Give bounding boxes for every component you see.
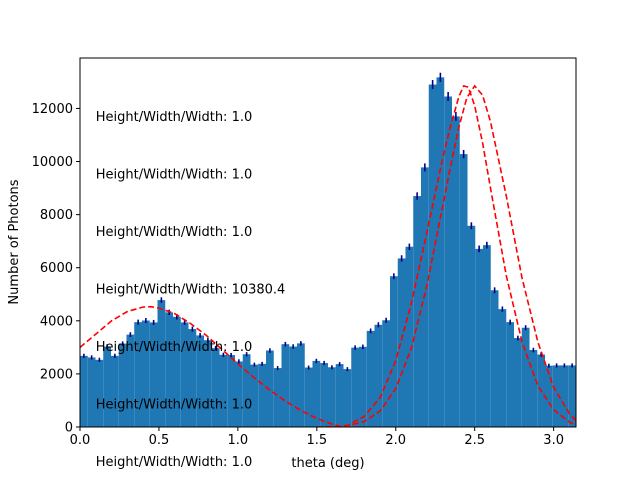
- histogram-bar: [219, 354, 228, 427]
- y-axis-label: Number of Photons: [7, 179, 22, 304]
- histogram-bar: [498, 309, 507, 427]
- histogram-bar: [196, 335, 204, 427]
- histogram-bar: [374, 324, 383, 427]
- annotation-text: Height/Width/Width: 1.0: [96, 225, 252, 240]
- x-tick-label: 2.0: [385, 433, 406, 448]
- fit-curves: [80, 84, 576, 427]
- histogram-bar: [87, 357, 96, 427]
- annotation-text: Height/Width/Width: 1.0: [96, 398, 252, 413]
- histogram-bar: [312, 360, 321, 427]
- x-axis-label: theta (deg): [291, 456, 364, 471]
- histogram-bar: [351, 347, 360, 427]
- y-tick-label: 10000: [32, 155, 73, 170]
- histogram-bar: [335, 364, 344, 427]
- annotation-text: Height/Width/Width: 1.0: [96, 168, 252, 183]
- histogram-bar: [459, 154, 468, 427]
- histogram-bar: [413, 196, 422, 427]
- histogram-bar: [258, 363, 266, 427]
- histogram-bar: [165, 312, 174, 427]
- histogram-bar: [444, 96, 452, 428]
- histogram-bar: [506, 322, 514, 427]
- histogram-bar: [281, 344, 290, 427]
- histogram-bar: [103, 346, 112, 427]
- histogram-bar: [343, 369, 352, 427]
- histogram-bar: [110, 355, 119, 427]
- histogram-bar: [95, 359, 104, 427]
- x-tick-label: 0.5: [149, 433, 170, 448]
- histogram-bar: [467, 225, 476, 427]
- histogram-bar: [521, 327, 530, 427]
- histogram-bar: [328, 367, 336, 427]
- histogram-bar: [250, 364, 259, 427]
- annotation-text: Height/Width/Width: 10380.4: [96, 282, 286, 297]
- histogram-bar: [475, 248, 484, 427]
- histogram-bar: [358, 346, 367, 427]
- annotation-text: Height/Width/Width: 1.0: [96, 110, 252, 125]
- y-tick-label: 2000: [40, 367, 73, 382]
- annotation-text: Height/Width/Width: 1.0: [96, 455, 252, 470]
- y-tick-label: 6000: [40, 261, 73, 276]
- y-tick-label: 8000: [40, 208, 73, 223]
- y-tick-label: 4000: [40, 314, 73, 329]
- plot-frame: [79, 57, 577, 428]
- histogram-bar: [157, 300, 166, 427]
- histogram-bar: [428, 84, 437, 428]
- y-axis-ticks: 0 2000 4000 6000 8000 10000 12000: [32, 102, 80, 436]
- histogram-bar: [242, 354, 251, 427]
- histogram-bar: [289, 346, 298, 427]
- histogram-bar: [204, 340, 212, 427]
- histogram-bar: [180, 322, 189, 427]
- histogram-bar: [490, 290, 499, 427]
- annotations: Height/Width/Width: 1.0 Height/Width/Widt…: [96, 110, 286, 470]
- histogram-bar: [482, 245, 491, 427]
- histogram-bar: [134, 322, 142, 427]
- histogram-bar: [560, 365, 569, 427]
- histogram-bar: [452, 116, 460, 427]
- x-tick-label: 1.5: [306, 433, 327, 448]
- x-tick-label: 3.0: [543, 433, 564, 448]
- histogram-bar: [211, 348, 220, 427]
- histogram-bar: [304, 367, 313, 427]
- fit-curve: [316, 84, 576, 427]
- annotation-text: Height/Width/Width: 1.0: [96, 340, 252, 355]
- histogram-bar: [227, 355, 236, 427]
- histogram-bar: [390, 276, 398, 427]
- x-tick-label: 0.0: [70, 433, 91, 448]
- histogram-bar: [568, 365, 576, 427]
- x-tick-label: 1.0: [228, 433, 249, 448]
- histogram-bar: [142, 320, 150, 427]
- histogram-bar: [529, 350, 538, 427]
- histogram-bar: [266, 350, 274, 427]
- histogram-bar: [118, 343, 127, 427]
- histogram-bar: [552, 365, 561, 427]
- x-tick-label: 2.5: [464, 433, 485, 448]
- histogram-bar: [436, 77, 445, 427]
- histogram-bar: [234, 361, 243, 427]
- y-tick-label: 12000: [32, 102, 73, 117]
- histogram-bar: [126, 334, 135, 427]
- histogram-bar: [149, 322, 158, 427]
- histogram-bar: [366, 330, 375, 427]
- histogram-bar: [172, 316, 181, 427]
- x-axis-ticks: 0.0 0.5 1.0 1.5 2.0 2.5 3.0: [70, 427, 564, 448]
- histogram-bar: [514, 338, 522, 427]
- histogram-bar: [420, 167, 429, 427]
- histogram-bar: [320, 363, 328, 427]
- histogram-bar: [80, 355, 88, 427]
- histogram-bar: [382, 320, 390, 427]
- histogram-bar: [188, 329, 197, 427]
- histogram-bar: [397, 258, 406, 427]
- histogram-bar: [405, 246, 414, 427]
- histogram-bar: [544, 365, 553, 427]
- histogram-bar: [296, 343, 305, 427]
- histogram-bar: [273, 368, 282, 427]
- y-tick-label: 0: [65, 421, 73, 436]
